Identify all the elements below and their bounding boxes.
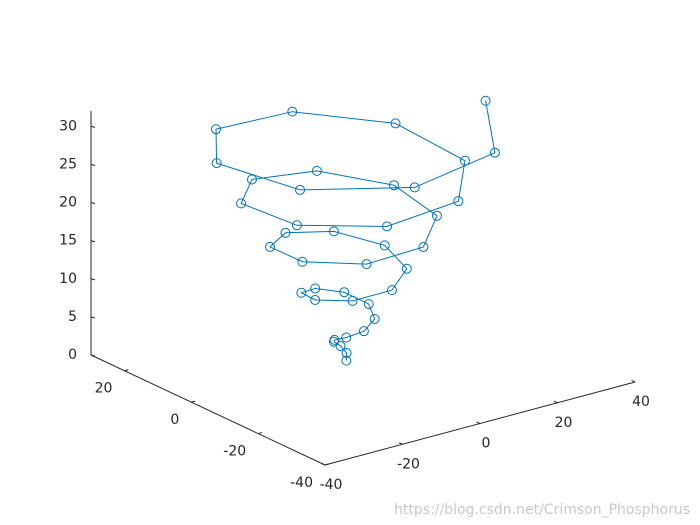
- data-point: [388, 180, 399, 191]
- y-axis: [90, 354, 326, 466]
- data-point: [418, 241, 429, 252]
- x-tick: [631, 379, 636, 383]
- data-point: [246, 174, 257, 185]
- x-tick-label: 40: [632, 394, 650, 410]
- data-point: [341, 332, 352, 343]
- y-tick: [124, 369, 129, 372]
- data-point: [390, 118, 401, 129]
- data-point: [339, 287, 350, 298]
- z-tick-label: 10: [59, 271, 77, 287]
- z-tick: [90, 354, 96, 357]
- y-tick: [258, 432, 263, 435]
- data-point: [296, 287, 307, 298]
- data-point: [459, 155, 470, 166]
- z-tick-label: 30: [59, 118, 77, 134]
- data-point: [361, 259, 372, 270]
- y-tick-label: 20: [95, 381, 113, 397]
- data-point: [295, 184, 306, 195]
- y-tick-label: 0: [170, 412, 179, 428]
- data-point: [379, 240, 390, 251]
- z-tick-label: 25: [59, 156, 77, 172]
- x-tick-label: -20: [397, 456, 420, 472]
- data-point: [341, 355, 352, 366]
- data-point: [236, 198, 247, 209]
- z-tick-label: 20: [59, 195, 77, 211]
- data-point: [211, 158, 222, 169]
- data-point: [310, 283, 321, 294]
- data-point: [480, 95, 491, 106]
- data-point: [409, 182, 420, 193]
- data-point: [311, 165, 322, 176]
- data-point: [291, 220, 302, 231]
- y-tick: [191, 400, 196, 403]
- data-point: [310, 294, 321, 305]
- z-tick-label: 15: [59, 233, 77, 249]
- x-tick: [321, 462, 326, 466]
- x-tick-label: -40: [320, 477, 343, 493]
- data-line: [215, 100, 496, 361]
- data-point: [431, 210, 442, 221]
- data-point: [347, 295, 358, 306]
- z-tick: [90, 278, 96, 281]
- x-tick-label: 0: [482, 436, 491, 452]
- data-point: [297, 256, 308, 267]
- y-tick: [324, 463, 330, 466]
- data-point: [489, 147, 500, 158]
- z-tick: [90, 163, 96, 166]
- y-tick-label: -20: [223, 444, 246, 460]
- data-point: [363, 299, 374, 310]
- z-tick: [90, 202, 96, 205]
- data-point: [211, 124, 222, 135]
- data-point: [386, 285, 397, 296]
- z-tick-label: 5: [68, 309, 77, 325]
- z-tick: [90, 316, 96, 319]
- watermark: https://blog.csdn.net/Crimson_Phosphorus: [394, 502, 690, 518]
- data-point: [369, 313, 380, 324]
- data-point: [287, 106, 298, 117]
- y-tick-label: -40: [290, 475, 313, 491]
- data-point: [453, 196, 464, 207]
- data-point: [328, 226, 339, 237]
- data-point: [280, 227, 291, 238]
- x-tick: [476, 421, 481, 424]
- data-point: [382, 221, 393, 232]
- z-tick: [90, 125, 96, 128]
- data-point: [401, 263, 412, 274]
- x-tick-label: 20: [555, 415, 573, 431]
- data-point: [329, 334, 340, 345]
- z-tick-label: 0: [68, 347, 77, 363]
- data-point: [358, 326, 369, 337]
- data-point: [341, 347, 352, 358]
- data-point: [265, 241, 276, 252]
- x-tick: [398, 442, 403, 445]
- z-tick: [90, 240, 96, 243]
- x-tick: [553, 400, 558, 404]
